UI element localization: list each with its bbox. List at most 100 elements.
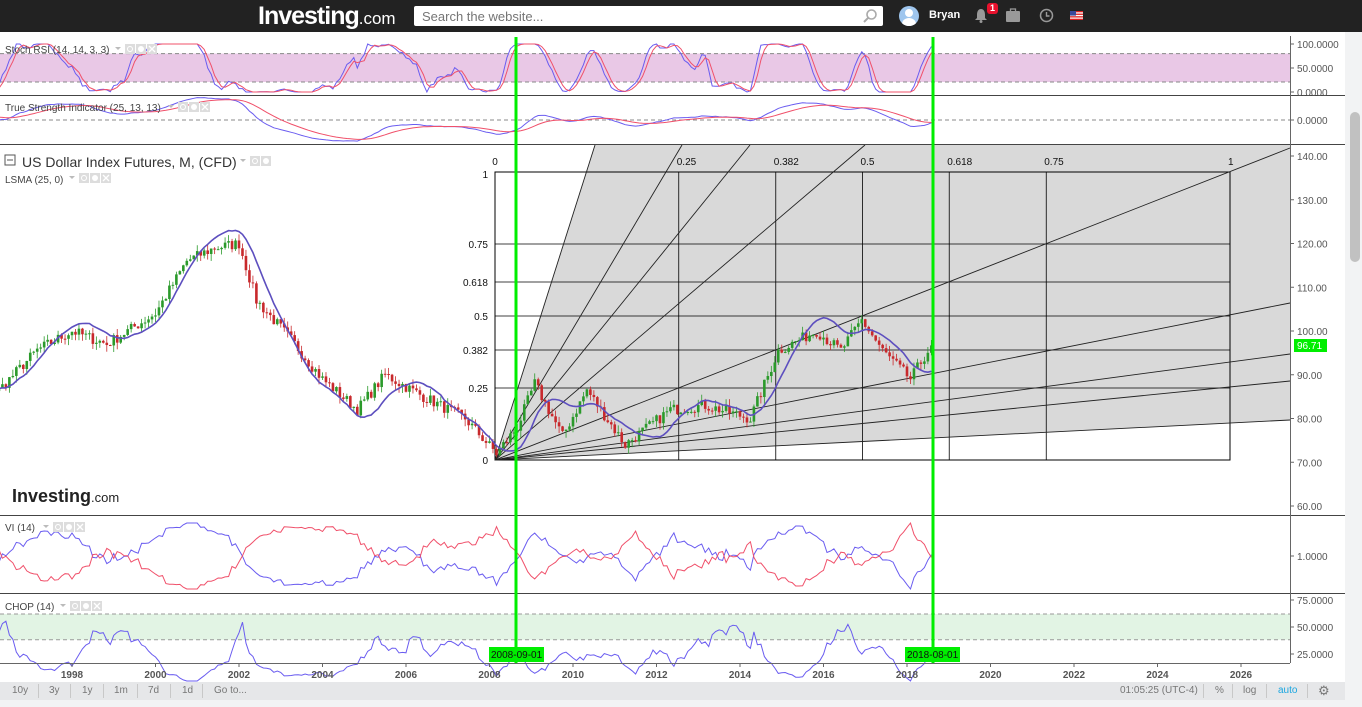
range-10y[interactable]: 10y	[12, 685, 29, 696]
candle	[175, 274, 178, 285]
eye-glyph	[180, 104, 186, 110]
range-1m[interactable]: 1m	[114, 685, 128, 696]
dropdown-arrow-icon[interactable]	[69, 176, 75, 179]
candle	[467, 419, 470, 426]
price-axis-label: 90.00	[1297, 371, 1322, 382]
gann-fan-line	[494, 144, 866, 461]
dropdown-arrow-icon[interactable]	[43, 525, 49, 528]
candle	[582, 396, 585, 402]
time-axis-label: 1998	[61, 670, 84, 681]
candle	[902, 364, 905, 367]
candle	[338, 387, 342, 398]
visibility-icon[interactable]	[125, 44, 135, 54]
candle	[352, 406, 356, 408]
candle	[550, 413, 554, 417]
dropdown-arrow-icon[interactable]	[168, 105, 174, 108]
clock-icon[interactable]	[1039, 8, 1054, 23]
candle	[397, 383, 401, 387]
chop-label[interactable]: CHOP (14)	[5, 602, 54, 613]
candle	[916, 362, 919, 369]
visibility-icon[interactable]	[53, 522, 63, 532]
close-glyph	[102, 174, 110, 182]
us-flag-icon[interactable]	[1070, 11, 1083, 20]
chart-svg[interactable]: 0 0.25 0.382 0.5 0.618 0.75 1 1 0.75 0.618 0.5 0.38…	[0, 0, 1345, 682]
candle	[519, 420, 523, 431]
range-1y[interactable]: 1y	[82, 685, 93, 696]
candle	[749, 421, 752, 423]
gear-glyph	[66, 524, 72, 530]
candle	[522, 404, 526, 421]
time-axis-label: 2010	[562, 670, 585, 681]
eye-glyph	[72, 603, 78, 609]
dropdown-arrow-icon[interactable]	[240, 159, 246, 162]
gann-box[interactable]: 0 0.25 0.382 0.5 0.618 0.75 1 1 0.75 0.618 0.5 0.38…	[463, 144, 1291, 467]
lsma-label[interactable]: LSMA (25, 0)	[5, 175, 63, 186]
settings-gear-icon[interactable]: ⚙	[1318, 683, 1330, 698]
candle	[863, 319, 867, 327]
visibility-icon[interactable]	[70, 601, 80, 611]
candle	[843, 346, 846, 348]
candle	[115, 335, 119, 343]
candle	[613, 424, 617, 434]
eye-glyph	[252, 158, 258, 164]
candle	[355, 406, 359, 416]
briefcase-icon[interactable]	[1005, 8, 1021, 23]
candle	[484, 440, 488, 443]
investing-logo[interactable]: Investing.com	[258, 2, 396, 31]
main-series-label[interactable]: US Dollar Index Futures, M, (CFD)	[22, 154, 237, 170]
candle	[25, 360, 29, 370]
candle	[529, 390, 533, 396]
dropdown-arrow-icon[interactable]	[115, 47, 121, 50]
candle	[644, 423, 648, 428]
date-marker-box	[905, 647, 960, 662]
candle	[119, 336, 123, 343]
candle	[721, 410, 724, 413]
tsi-line	[0, 97, 932, 142]
candle	[98, 340, 102, 343]
user-name[interactable]: Bryan	[929, 9, 961, 21]
visibility-icon[interactable]	[178, 102, 188, 112]
candle	[300, 351, 303, 359]
log-toggle[interactable]: log	[1243, 685, 1257, 696]
bell-icon[interactable]	[974, 8, 988, 23]
gann-top-label: 0	[492, 157, 498, 168]
candle	[4, 384, 8, 388]
candle	[404, 383, 408, 392]
investing-watermark: Investing.com	[12, 486, 119, 506]
visibility-icon[interactable]	[79, 173, 89, 183]
candle	[289, 331, 293, 336]
range-3y[interactable]: 3y	[49, 685, 60, 696]
gann-left-label: 0.25	[469, 384, 489, 395]
tsi-label[interactable]: True Strength Indicator (25, 13, 13)	[5, 103, 161, 114]
page-scrollbar[interactable]	[1350, 112, 1360, 262]
candle	[380, 373, 383, 388]
dropdown-arrow-icon[interactable]	[60, 604, 66, 607]
candle	[655, 415, 658, 422]
candle	[707, 408, 710, 411]
vi-label[interactable]: VI (14)	[5, 523, 35, 534]
vi-minus-line	[0, 521, 932, 590]
candle	[178, 271, 182, 275]
search-icon[interactable]	[862, 8, 878, 24]
percent-toggle[interactable]: %	[1215, 685, 1224, 696]
go-to-button[interactable]: Go to...	[214, 685, 247, 696]
time-axis-label: 2000	[144, 670, 167, 681]
candle	[168, 285, 171, 300]
search-input[interactable]	[414, 6, 883, 26]
avatar[interactable]	[899, 6, 919, 26]
range-7d[interactable]: 7d	[148, 685, 160, 696]
candle	[324, 376, 328, 383]
chop-axis-label: 75.0000	[1297, 596, 1334, 607]
candle	[568, 426, 571, 430]
visibility-icon[interactable]	[250, 156, 260, 166]
candle	[84, 333, 88, 335]
candle	[373, 383, 376, 398]
candle	[157, 307, 161, 316]
candle	[870, 331, 874, 336]
range-1d[interactable]: 1d	[182, 685, 194, 696]
stoch-rsi-label[interactable]: Stoch RSI (14, 14, 3, 3)	[5, 45, 110, 56]
collapse-icon[interactable]	[4, 154, 16, 166]
candle	[328, 382, 331, 384]
auto-toggle[interactable]: auto	[1278, 685, 1298, 696]
candle	[415, 388, 418, 391]
